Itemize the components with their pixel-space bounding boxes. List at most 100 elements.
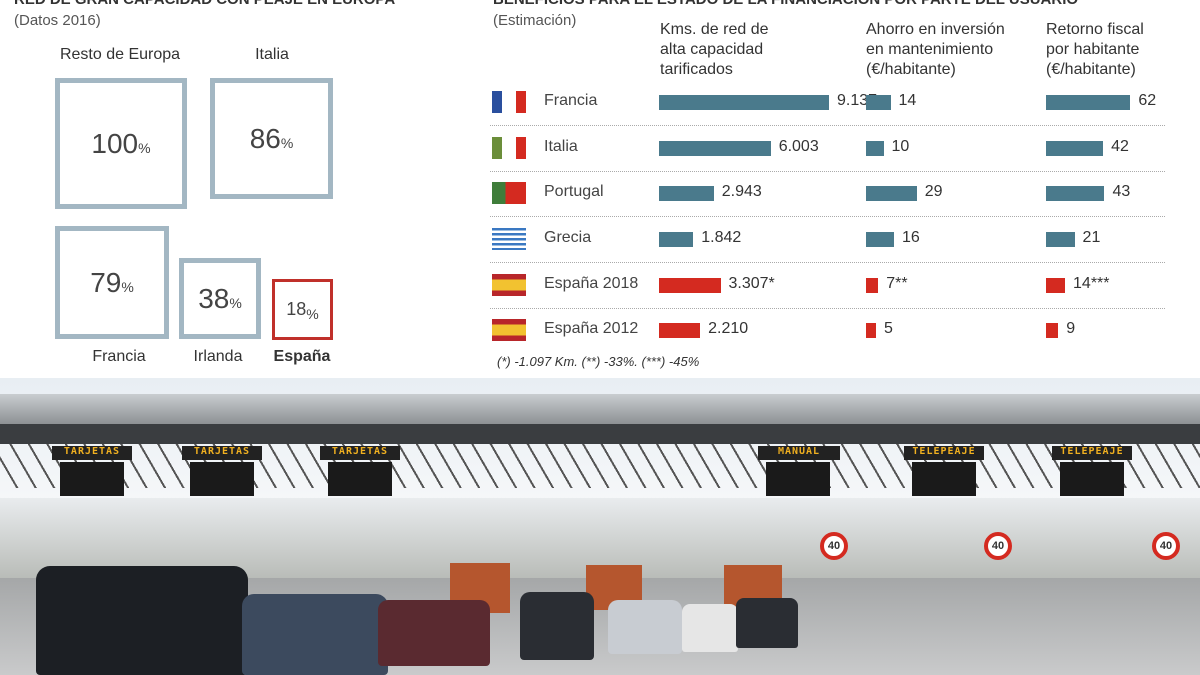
country-name: Italia [544, 138, 578, 155]
bar-value: 42 [1111, 138, 1129, 155]
italy-flag-icon [492, 137, 526, 159]
bar-value: 6.003 [778, 138, 819, 155]
percent-box: 79% [55, 226, 169, 339]
row-divider [490, 125, 1165, 126]
bar-value: 3.307* [728, 275, 775, 292]
table-row: España 2018 3.307* 7** 14*** [490, 274, 1165, 331]
bar [866, 95, 891, 110]
table-row: España 2012 2.210 5 9 [490, 319, 1165, 376]
portugal-flag-icon [492, 182, 526, 204]
footnote: (*) -1.097 Km. (**) -33%. (***) -45% [497, 354, 700, 369]
bar-value: 7** [886, 275, 908, 292]
bar-value: 21 [1082, 229, 1101, 246]
bar-value: 43 [1112, 183, 1131, 200]
table-row: Francia 9.137 14 62 [490, 91, 1165, 148]
column-header-ahorro: Ahorro en inversión en mantenimiento (€/… [866, 21, 1005, 78]
bar-value: 5 [884, 320, 893, 337]
percent-unit: % [280, 134, 294, 151]
bar [866, 232, 894, 247]
bar [659, 323, 701, 338]
car [520, 592, 594, 660]
lane-signal [766, 462, 830, 496]
bar [659, 278, 721, 293]
france-flag-icon [492, 91, 526, 113]
spain-flag-icon [492, 319, 526, 341]
percent-box: 18% [272, 279, 333, 340]
table-row: Italia 6.003 10 42 [490, 137, 1165, 194]
bar [1046, 186, 1105, 201]
gantry-truss [0, 444, 1200, 488]
bar-value: 16 [902, 229, 920, 246]
percent-value: 38 [198, 282, 230, 314]
column-header-kms: Kms. de red de alta capacidad tarificado… [660, 21, 769, 78]
speed-limit-sign: 40 [1152, 532, 1180, 560]
bar [659, 186, 714, 201]
country-label: Resto de Europa [59, 46, 181, 63]
bar [659, 141, 771, 156]
country-name: España 2018 [544, 275, 639, 292]
right-chart-subtitle: (Estimación) [493, 12, 577, 29]
bar-value: 14 [898, 92, 917, 109]
bar-value: 2.943 [721, 183, 762, 200]
percent-unit: % [121, 278, 134, 295]
speed-limit-sign: 40 [820, 532, 848, 560]
percent-value: 79 [90, 266, 122, 298]
lane-signal [190, 462, 254, 496]
bar [866, 278, 879, 293]
bar [1046, 232, 1075, 247]
column-header-retorno: Retorno fiscal por habitante (€/habitant… [1046, 21, 1144, 78]
bar [1046, 323, 1059, 338]
lane-signal [1060, 462, 1124, 496]
percent-unit: % [229, 294, 242, 311]
lane-signal [912, 462, 976, 496]
country-label: Italia [255, 46, 289, 63]
bar-value: 9 [1066, 320, 1076, 337]
lane-sign: TARJETAS [320, 446, 400, 460]
spain-flag-icon [492, 274, 526, 296]
car [682, 604, 738, 652]
bar [866, 141, 884, 156]
car [242, 594, 388, 675]
bar [1046, 141, 1104, 156]
percent-value: 18 [286, 299, 307, 319]
right-chart-title: BENEFICIOS PARA EL ESTADO DE LA FINANCIA… [493, 0, 1078, 8]
bar-value: 62 [1138, 92, 1157, 109]
bar-value: 14*** [1073, 275, 1110, 292]
bar-value: 2.210 [708, 320, 749, 337]
greece-flag-icon [492, 228, 526, 250]
bar [659, 232, 694, 247]
lane-sign: TELEPEAJE [1052, 446, 1132, 460]
country-label: España [273, 348, 331, 365]
bar-value: 10 [891, 138, 910, 155]
bar-value: 29 [924, 183, 943, 200]
row-divider [490, 308, 1165, 309]
left-chart-subtitle: (Datos 2016) [14, 12, 101, 29]
row-divider [490, 171, 1165, 172]
country-name: Francia [544, 92, 598, 109]
percent-unit: % [138, 139, 151, 156]
bar-value: 1.842 [701, 229, 742, 246]
country-name: Portugal [544, 183, 604, 200]
left-chart-title: RED DE GRAN CAPACIDAD CON PEAJE EN EUROP… [14, 0, 395, 8]
car [736, 598, 798, 648]
percent-unit: % [306, 305, 319, 322]
toll-plaza-photo: TARJETAS TARJETAS TARJETAS MANUAL TELEPE… [0, 378, 1200, 675]
gantry-roof [0, 394, 1200, 424]
bar [866, 186, 917, 201]
percent-box: 38% [179, 258, 261, 339]
bar [1046, 278, 1066, 293]
lane-sign: TARJETAS [182, 446, 262, 460]
percent-value: 86 [249, 122, 281, 154]
gantry-beam [0, 424, 1200, 444]
country-name: España 2012 [544, 320, 639, 337]
speed-limit-sign: 40 [984, 532, 1012, 560]
percent-box: 86% [210, 78, 333, 199]
row-divider [490, 216, 1165, 217]
bar [659, 95, 829, 110]
percent-value: 100 [91, 127, 139, 159]
car [36, 566, 248, 675]
table-row: Grecia 1.842 16 21 [490, 228, 1165, 285]
lane-sign: MANUAL [758, 446, 840, 460]
lane-sign: TELEPEAJE [904, 446, 984, 460]
car [378, 600, 490, 666]
